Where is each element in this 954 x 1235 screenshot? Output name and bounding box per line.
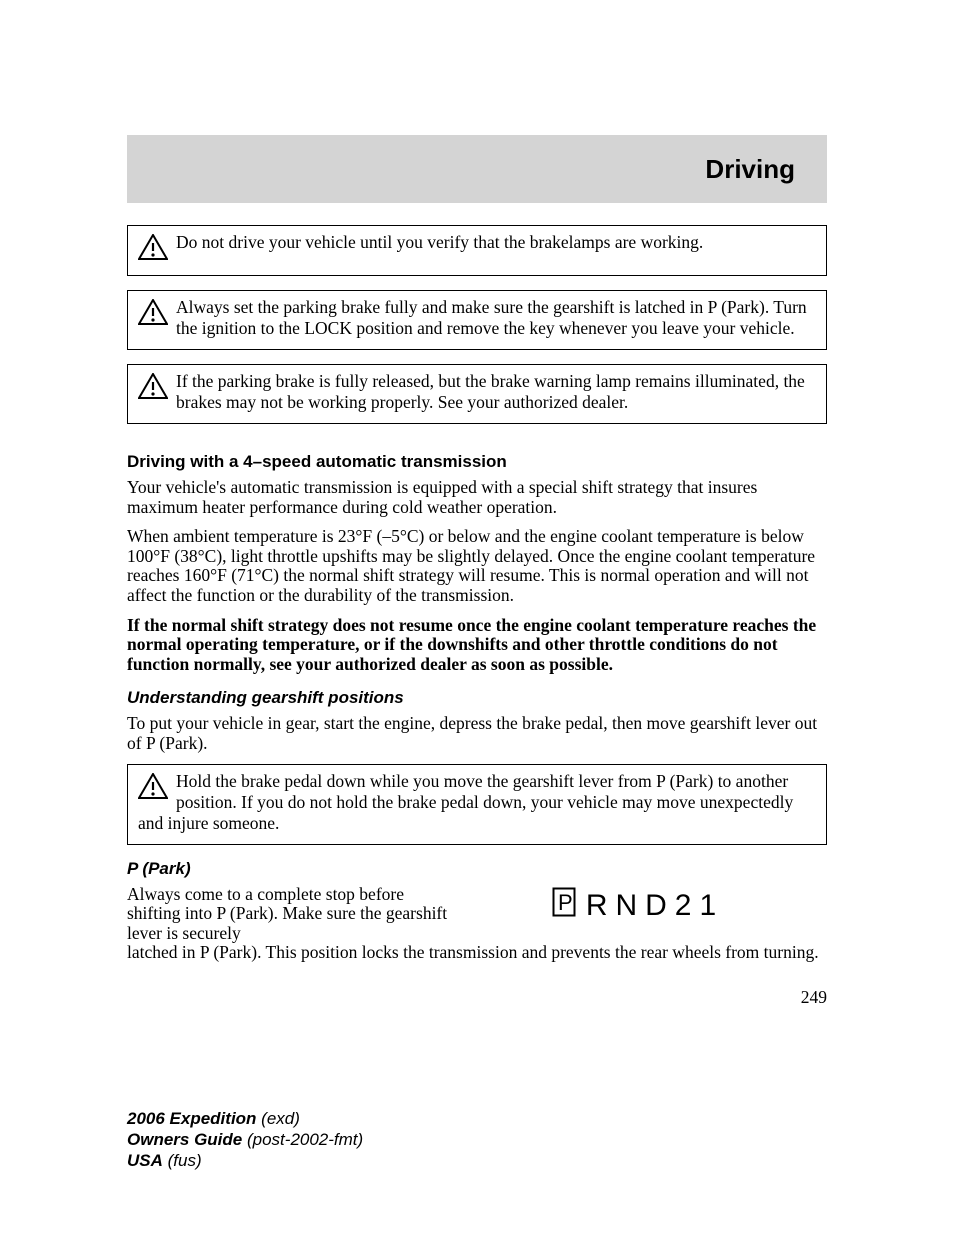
body-paragraph: When ambient temperature is 23°F (–5°C) … <box>127 527 827 605</box>
footer-bold: 2006 Expedition <box>127 1109 256 1128</box>
warning-text: Do not drive your vehicle until you veri… <box>176 232 703 252</box>
warning-box: Do not drive your vehicle until you veri… <box>127 225 827 276</box>
gear-display-column: P RND21 <box>449 885 827 925</box>
footer-bold: Owners Guide <box>127 1130 242 1149</box>
warning-triangle-icon <box>138 299 168 330</box>
page-title: Driving <box>705 154 795 185</box>
body-paragraph: latched in P (Park). This position locks… <box>127 943 827 963</box>
footer: 2006 Expedition (exd) Owners Guide (post… <box>127 1108 827 1172</box>
bold-paragraph: If the normal shift strategy does not re… <box>127 616 827 675</box>
sub-heading: Understanding gearshift positions <box>127 688 827 708</box>
park-row: Always come to a complete stop before sh… <box>127 885 827 944</box>
warning-box: If the parking brake is fully released, … <box>127 364 827 424</box>
warning-text: Always set the parking brake fully and m… <box>176 297 807 338</box>
header-band: Driving <box>127 135 827 203</box>
warning-triangle-icon <box>138 373 168 404</box>
footer-line: USA (fus) <box>127 1150 827 1171</box>
section-heading: Driving with a 4–speed automatic transmi… <box>127 452 827 472</box>
sub-heading: P (Park) <box>127 859 827 879</box>
warning-box: Always set the parking brake fully and m… <box>127 290 827 350</box>
warning-text: Hold the brake pedal down while you move… <box>138 771 793 833</box>
warning-triangle-icon <box>138 234 168 265</box>
park-section: P (Park) Always come to a complete stop … <box>127 859 827 963</box>
gear-indicator: P RND21 <box>552 887 724 925</box>
footer-bold: USA <box>127 1151 163 1170</box>
warning-box: Hold the brake pedal down while you move… <box>127 764 827 845</box>
warning-triangle-icon <box>138 773 168 804</box>
body-paragraph: Your vehicle's automatic transmission is… <box>127 478 827 517</box>
footer-rest: (fus) <box>168 1151 202 1170</box>
footer-line: Owners Guide (post-2002-fmt) <box>127 1129 827 1150</box>
body-paragraph: To put your vehicle in gear, start the e… <box>127 714 827 753</box>
gear-letters: RND21 <box>586 889 724 923</box>
document-page: Driving Do not drive your vehicle until … <box>0 135 954 1172</box>
body-paragraph: Always come to a complete stop before sh… <box>127 885 449 944</box>
footer-rest: (post-2002-fmt) <box>247 1130 363 1149</box>
page-number: 249 <box>127 987 827 1008</box>
gear-p-boxed-icon: P <box>552 887 576 925</box>
footer-rest: (exd) <box>261 1109 300 1128</box>
footer-line: 2006 Expedition (exd) <box>127 1108 827 1129</box>
warning-text: If the parking brake is fully released, … <box>176 371 805 412</box>
svg-text:P: P <box>558 890 576 915</box>
park-text-column: Always come to a complete stop before sh… <box>127 885 449 944</box>
content-area: Do not drive your vehicle until you veri… <box>127 203 827 1008</box>
